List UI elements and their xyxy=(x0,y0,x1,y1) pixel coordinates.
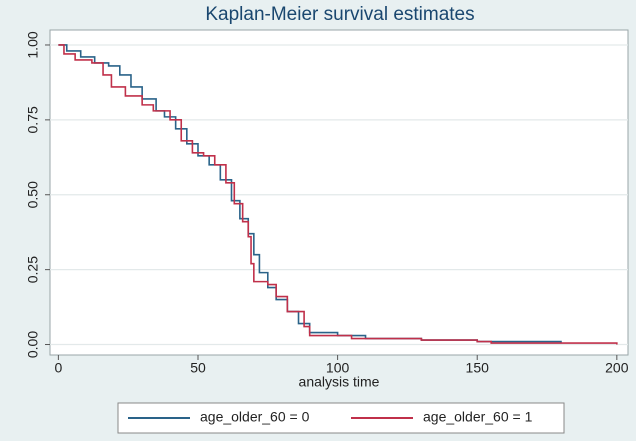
x-tick-label: 0 xyxy=(54,360,62,376)
y-tick-label: 0.00 xyxy=(25,331,41,358)
survival-line xyxy=(58,44,618,345)
legend-label: age_older_60 = 0 xyxy=(200,409,310,425)
survival-line xyxy=(58,44,562,344)
plot-area xyxy=(49,29,629,356)
legend xyxy=(117,402,565,434)
x-tick-label: 50 xyxy=(190,360,206,376)
y-tick-label: 0.50 xyxy=(25,181,41,208)
y-tick-label: 1.00 xyxy=(25,31,41,58)
x-tick-label: 150 xyxy=(466,360,490,376)
y-tick-label: 0.75 xyxy=(25,106,41,133)
y-tick-label: 0.25 xyxy=(25,256,41,283)
x-axis-label: analysis time xyxy=(299,374,380,390)
legend-label: age_older_60 = 1 xyxy=(423,409,533,425)
chart-title: Kaplan-Meier survival estimates xyxy=(205,4,474,25)
x-tick-label: 200 xyxy=(605,360,629,376)
x-tick-label: 100 xyxy=(326,360,350,376)
